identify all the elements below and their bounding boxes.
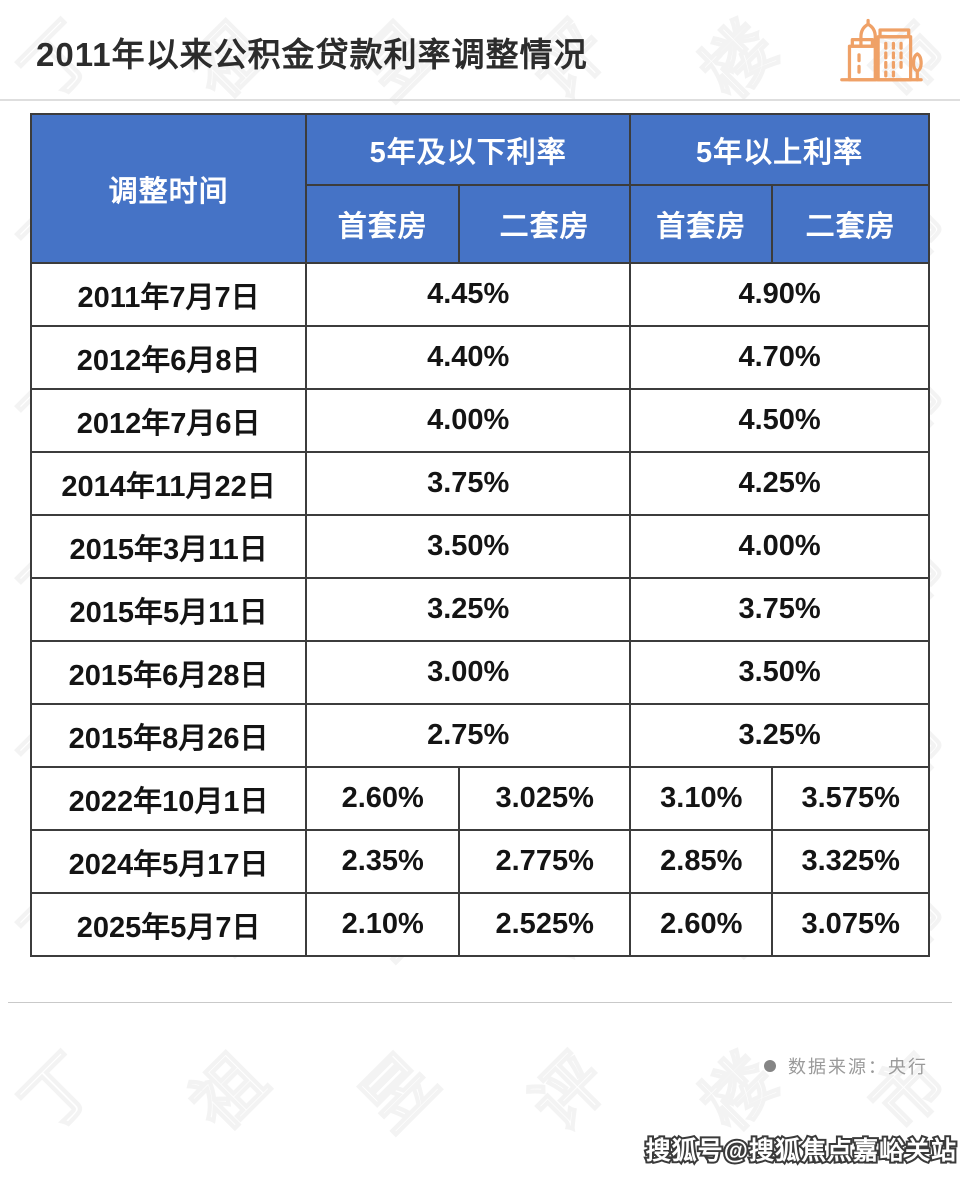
sohu-watermark: 搜狐号@搜狐焦点嘉峪关站 (644, 1135, 958, 1167)
rate-cell: 4.90% (631, 264, 930, 327)
date-cell: 2012年7月6日 (30, 390, 308, 453)
rate-cell: 3.325% (773, 831, 930, 894)
rate-cell: 3.575% (773, 768, 930, 831)
date-cell: 2011年7月7日 (30, 264, 308, 327)
rate-cell: 3.75% (307, 453, 632, 516)
source-note: 数据来源：央行 (30, 1053, 930, 1079)
date-cell: 2015年6月28日 (30, 642, 308, 705)
rate-cell: 3.75% (631, 579, 930, 642)
date-cell: 2012年6月8日 (30, 327, 308, 390)
rate-cell: 4.00% (307, 390, 632, 453)
rate-cell: 3.075% (773, 894, 930, 957)
column-header-under5-second-home: 二套房 (460, 186, 632, 264)
table-row: 2015年6月28日 3.00% 3.50% (30, 642, 930, 705)
column-header-over5-second-home: 二套房 (773, 186, 930, 264)
rate-cell: 3.50% (631, 642, 930, 705)
rate-cell: 2.60% (307, 768, 461, 831)
table-row: 2012年6月8日 4.40% 4.70% (30, 327, 930, 390)
rate-cell: 3.00% (307, 642, 632, 705)
rate-cell: 4.50% (631, 390, 930, 453)
rate-cell: 3.50% (307, 516, 632, 579)
buildings-icon (840, 18, 923, 81)
rate-cell: 2.775% (460, 831, 632, 894)
table-row: 2012年7月6日 4.00% 4.50% (30, 390, 930, 453)
table-row: 2011年7月7日 4.45% 4.90% (30, 264, 930, 327)
header-sub-row: 首套房 二套房 首套房 二套房 (30, 186, 930, 264)
date-cell: 2025年5月7日 (30, 894, 308, 957)
date-cell: 2014年11月22日 (30, 453, 308, 516)
rate-cell: 3.25% (307, 579, 632, 642)
rate-cell: 2.35% (307, 831, 461, 894)
page-header: 2011年以来公积金贷款利率调整情况 (30, 0, 930, 99)
date-cell: 2015年5月11日 (30, 579, 308, 642)
rate-cell: 3.025% (460, 768, 632, 831)
column-header-under5-first-home: 首套房 (307, 186, 461, 264)
source-label: 数据来源：央行 (788, 1057, 928, 1077)
column-header-adjust-time: 调整时间 (30, 113, 308, 264)
rate-cell: 4.70% (631, 327, 930, 390)
table-row: 2025年5月7日 2.10% 2.525% 2.60% 3.075% (30, 894, 930, 957)
rate-cell: 4.40% (307, 327, 632, 390)
rate-cell: 2.60% (631, 894, 774, 957)
rate-cell: 4.00% (631, 516, 930, 579)
table-row: 2015年3月11日 3.50% 4.00% (30, 516, 930, 579)
title-divider (0, 99, 960, 101)
date-cell: 2024年5月17日 (30, 831, 308, 894)
date-cell: 2015年3月11日 (30, 516, 308, 579)
column-header-over5-first-home: 首套房 (631, 186, 774, 264)
rates-table: 调整时间 5年及以下利率 5年以上利率 首套房 二套房 首套房 二套房 2011… (30, 113, 930, 957)
table-row: 2015年8月26日 2.75% 3.25% (30, 705, 930, 768)
rate-cell: 2.75% (307, 705, 632, 768)
page-title: 2011年以来公积金贷款利率调整情况 (36, 35, 588, 73)
date-cell: 2022年10月1日 (30, 768, 308, 831)
rate-cell: 2.525% (460, 894, 632, 957)
rate-cell: 3.10% (631, 768, 774, 831)
rate-cell: 2.85% (631, 831, 774, 894)
table-row: 2022年10月1日 2.60% 3.025% 3.10% 3.575% (30, 768, 930, 831)
rate-cell: 3.25% (631, 705, 930, 768)
table-row: 2015年5月11日 3.25% 3.75% (30, 579, 930, 642)
footer-divider (8, 1002, 952, 1003)
rate-cell: 4.45% (307, 264, 632, 327)
bullet-dot-icon (764, 1060, 776, 1072)
rate-cell: 2.10% (307, 894, 461, 957)
page: 2011年以来公积金贷款利率调整情况 调整时间 5年及以下 (0, 0, 960, 1079)
table-row: 2014年11月22日 3.75% 4.25% (30, 453, 930, 516)
rate-cell: 4.25% (631, 453, 930, 516)
date-cell: 2015年8月26日 (30, 705, 308, 768)
column-group-over5: 5年以上利率 (631, 113, 930, 186)
header-group-row: 调整时间 5年及以下利率 5年以上利率 (30, 113, 930, 264)
table-row: 2024年5月17日 2.35% 2.775% 2.85% 3.325% (30, 831, 930, 894)
column-group-under5: 5年及以下利率 (307, 113, 632, 186)
